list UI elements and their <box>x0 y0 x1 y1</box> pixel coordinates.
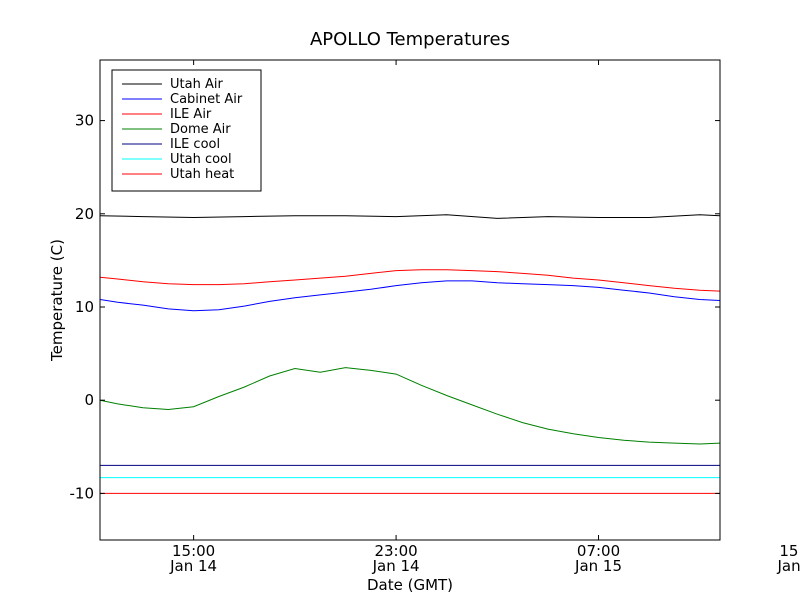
series-line-dome-air <box>100 367 720 445</box>
legend-entry: Dome Air <box>170 122 231 137</box>
y-tick-label: 20 <box>75 205 94 223</box>
y-axis-label: Temperature (C) <box>48 239 66 362</box>
y-tick-label: -10 <box>70 484 95 502</box>
x-tick-label-date: Jan 14 <box>169 557 217 575</box>
series-line-ile-air <box>100 269 720 292</box>
x-tick-label-time: 07:00 <box>577 542 620 560</box>
y-tick-label: 0 <box>84 391 94 409</box>
legend-entry: Utah cool <box>170 152 232 167</box>
x-tick-label-time: 15:00 <box>779 542 800 560</box>
series-line-cabinet-air <box>100 280 720 312</box>
chart-title: APOLLO Temperatures <box>310 29 510 50</box>
x-tick-label-date: Jan 15 <box>574 557 622 575</box>
x-tick-label-date: Jan 15 <box>776 557 800 575</box>
y-tick-label: 30 <box>75 112 94 130</box>
series-line-utah-air <box>100 214 720 219</box>
y-tick-label: 10 <box>75 298 94 316</box>
x-tick-label-date: Jan 14 <box>372 557 420 575</box>
x-tick-label-time: 23:00 <box>374 542 417 560</box>
legend-entry: Cabinet Air <box>170 92 243 107</box>
legend-box <box>111 69 262 192</box>
x-axis-label: Date (GMT) <box>367 576 453 594</box>
plot-content <box>100 214 720 494</box>
x-tick-label-time: 15:00 <box>172 542 215 560</box>
legend-entry: ILE Air <box>170 107 212 122</box>
legend-entry: Utah heat <box>170 167 234 182</box>
plot-frame <box>99 59 721 541</box>
legend-entry: Utah Air <box>170 77 223 92</box>
legend-entry: ILE cool <box>170 137 220 152</box>
